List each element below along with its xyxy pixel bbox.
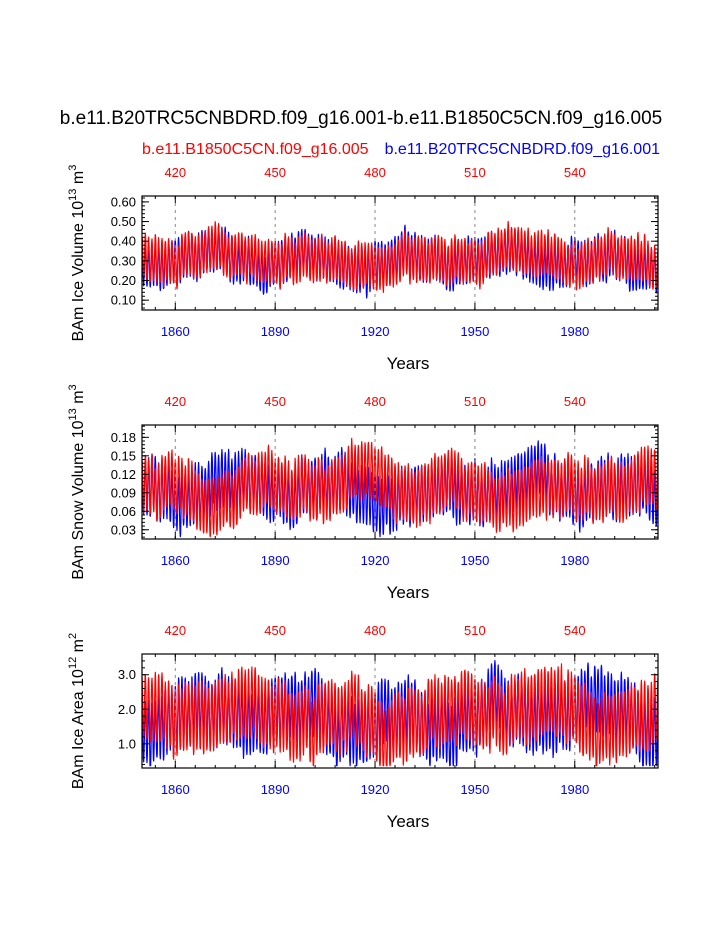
x-top-tick-label: 450 [264,165,286,180]
y-tick-label: 2.0 [118,702,136,717]
y-tick-label: 0.06 [111,504,136,519]
panel-2: 0.03 0.06 0.09 0.12 0.15 0.18 1860 1890 1920 1950… [67,384,659,602]
y-tick-label: 0.03 [111,522,136,537]
x-top-tick-label: 480 [364,623,386,638]
series-line-red [141,220,659,293]
x-bottom-tick-label: 1920 [361,553,390,568]
y-tick-label: 0.10 [111,293,136,308]
x-top-tick-label: 420 [164,165,186,180]
y-axis-label-unit: m [70,171,87,189]
y-tick-label: 0.30 [111,253,136,268]
x-top-tick-label: 420 [164,623,186,638]
y-tick-label: 3.0 [118,667,136,682]
chart-title: b.e11.B20TRC5CNBDRD.f09_g16.001-b.e11.B1… [60,108,662,129]
y-axis-label-main: BAm Snow Volume 10 [70,420,87,579]
x-top-tick-label: 450 [264,623,286,638]
series-line-red [141,437,659,538]
x-bottom-tick-label: 1980 [560,782,589,797]
x-top-tick-label: 450 [264,394,286,409]
y-axis-label-exponent: 13 [67,189,79,201]
panel-1: 0.10 0.20 0.30 0.40 0.50 0.60 1860 1890 1920 1950… [67,165,659,373]
y-axis-label-exponent: 12 [67,657,79,669]
y-tick-label: 0.09 [111,485,136,500]
x-bottom-tick-label: 1950 [460,782,489,797]
y-tick-label: 0.12 [111,467,136,482]
series-line-red [141,663,659,767]
y-axis-label: BAm Ice Volume 1013 m3 [67,165,87,342]
x-top-tick-label: 540 [564,165,586,180]
x-top-tick-label: 540 [564,623,586,638]
x-bottom-tick-label: 1860 [161,782,190,797]
y-tick-label: 0.18 [111,430,136,445]
x-bottom-tick-label: 1890 [261,782,290,797]
x-bottom-tick-label: 1860 [161,553,190,568]
x-bottom-tick-label: 1980 [560,553,589,568]
y-axis-label-exponent: 13 [67,408,79,420]
x-bottom-tick-label: 1890 [261,324,290,339]
x-bottom-tick-label: 1920 [361,782,390,797]
y-tick-label: 0.15 [111,448,136,463]
x-top-tick-label: 480 [364,394,386,409]
y-axis-label: BAm Ice Area 1012 m2 [67,633,87,789]
x-top-tick-label: 540 [564,394,586,409]
x-top-tick-label: 510 [464,623,486,638]
x-bottom-tick-label: 1920 [361,324,390,339]
x-top-tick-label: 510 [464,165,486,180]
x-top-tick-label: 510 [464,394,486,409]
x-bottom-tick-label: 1950 [460,553,489,568]
x-top-tick-label: 420 [164,394,186,409]
x-bottom-tick-label: 1980 [560,324,589,339]
panels: 0.10 0.20 0.30 0.40 0.50 0.60 1860 1890 1920 1950… [67,165,659,831]
legend-red-label: b.e11.B1850C5CN.f09_g16.005 [142,141,369,158]
y-tick-label: 0.40 [111,234,136,249]
x-top-tick-label: 480 [364,165,386,180]
x-bottom-tick-label: 1950 [460,324,489,339]
y-axis-label: BAm Snow Volume 1013 m3 [67,384,87,579]
y-tick-label: 1.0 [118,736,136,751]
y-axis-label-unit-exponent: 2 [67,633,79,639]
y-tick-label: 0.20 [111,273,136,288]
y-axis-label-main: BAm Ice Area 10 [70,669,87,789]
y-axis-label-unit-exponent: 3 [67,384,79,390]
x-axis-label: Years [387,812,430,831]
y-axis-label-unit: m [70,639,87,657]
panel-3: 1.0 2.0 3.0 1860 1890 1920 1950 1980 420 450 480 51… [67,623,659,831]
x-bottom-tick-label: 1860 [161,324,190,339]
y-tick-label: 0.50 [111,214,136,229]
y-axis-label-unit-exponent: 3 [67,165,79,171]
y-tick-label: 0.60 [111,194,136,209]
legend-blue-label: b.e11.B20TRC5CNBDRD.f09_g16.001 [385,141,661,158]
y-axis-label-unit: m [70,390,87,408]
y-axis-label-main: BAm Ice Volume 10 [70,201,87,342]
x-bottom-tick-label: 1890 [261,553,290,568]
x-axis-label: Years [387,354,430,373]
x-axis-label: Years [387,583,430,602]
plot-frame [141,653,659,769]
